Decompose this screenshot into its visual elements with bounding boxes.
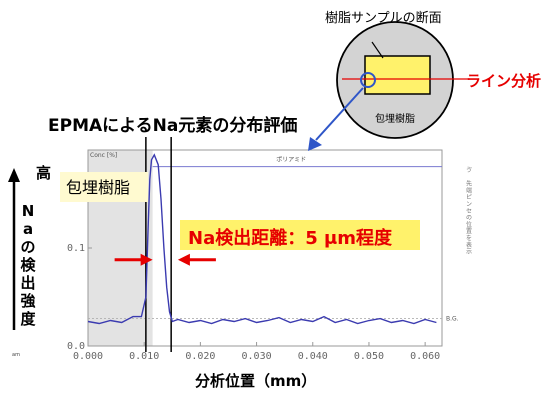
right-vtext-char: 位 [466, 220, 472, 228]
y-tick-label: 0.1 [67, 243, 85, 254]
y-axis-label-char: 度 [20, 310, 36, 328]
caption-leader [371, 41, 384, 59]
right-vtext-char: セ [466, 208, 472, 215]
y-top-label: 高 [36, 164, 51, 182]
inset-pointer-arrow [315, 87, 364, 141]
y-axis-label-char: 出 [20, 274, 35, 292]
distance-arrow [114, 253, 216, 266]
y-tick-labels: 0.1 0.0 [67, 243, 92, 352]
right-vtext-char: 先 [466, 180, 472, 188]
line-analysis-label: ライン分析 [466, 72, 541, 90]
y-axis-label-char: a [23, 220, 33, 238]
resin-label-box [60, 172, 148, 202]
right-vtext-char: 示 [466, 249, 472, 256]
inset-resin-label: 包埋樹脂 [375, 112, 415, 125]
x-tick-label: 0.000 [73, 351, 103, 362]
na-intensity-series [87, 153, 437, 325]
sample-inset: 樹脂サンプルの断面 包埋樹脂 [325, 11, 470, 139]
right-vtext-char: ゔ [466, 167, 472, 174]
x-tick-label: 0.040 [298, 351, 328, 362]
right-vtext-char: 端 [466, 186, 472, 194]
right-vtext-char: の [466, 215, 472, 222]
x-tick-label: 0.020 [185, 351, 215, 362]
x-axis-label: 分析位置（mm） [195, 372, 316, 390]
right-vtext-char: 置 [466, 228, 472, 235]
sample-caption: 樹脂サンプルの断面 [325, 11, 442, 26]
distance-arrow-left-head [140, 253, 153, 266]
distance-arrow-right-head [177, 253, 190, 266]
x-tick-label: 0.060 [410, 351, 440, 362]
y-tick-label: 0.0 [67, 341, 85, 352]
resin-sample-rect [364, 55, 431, 95]
x-tick-label: 0.050 [354, 351, 384, 362]
inset-pointer-arrowhead [308, 137, 322, 151]
unit-label: Conc [%] [90, 152, 117, 159]
polyamide-label: ポリアミド [276, 156, 306, 164]
right-vtext-char: 表 [466, 241, 472, 249]
y-axis-label-char: 検 [20, 256, 36, 274]
right-vtext-char: ピ [466, 194, 472, 201]
x-tick-label: 0.030 [242, 351, 272, 362]
distance-callout: Na検出距離：5 μm程度 [188, 227, 393, 249]
y-axis-label-char: 強 [20, 292, 35, 310]
y-axis-small-mark: am [12, 352, 20, 358]
y-axis-arrowhead [8, 168, 20, 182]
chart-title: EPMAによるNa元素の分布評価 [48, 115, 297, 136]
x-tick-label: 0.010 [129, 351, 159, 362]
analysis-point-circle [360, 72, 376, 88]
y-axis-label-char: の [20, 238, 35, 256]
right-vtext-char: ン [466, 201, 472, 208]
x-tick-labels: 0.000 0.010 0.020 0.030 0.040 0.050 0.060 [73, 342, 440, 362]
bg-label: B.G. [446, 316, 459, 323]
y-axis-label-char: N [22, 202, 35, 220]
right-vtext-char: を [466, 235, 472, 242]
distance-callout-box [180, 220, 420, 250]
resin-label: 包埋樹脂 [66, 178, 130, 197]
